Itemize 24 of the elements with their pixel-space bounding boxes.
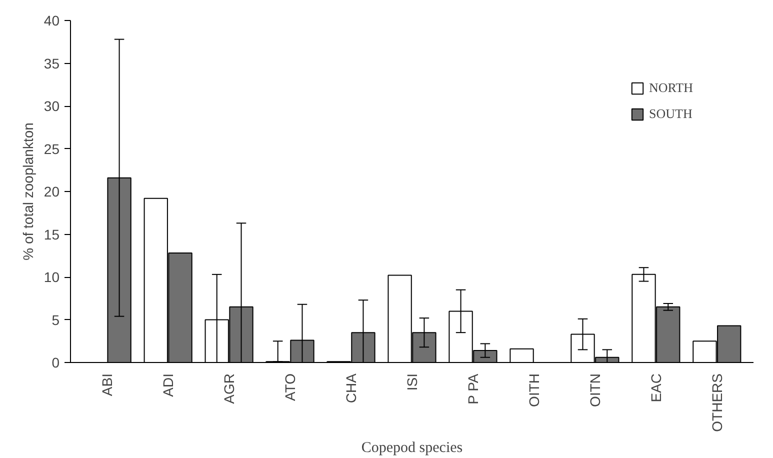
- x-tick-label: ISI: [404, 373, 420, 391]
- y-tick-label: 30: [44, 98, 60, 114]
- y-tick-label: 40: [44, 12, 60, 28]
- y-tick-label: 5: [52, 312, 60, 328]
- y-tick-label: 10: [44, 269, 60, 285]
- x-tick-label: OITN: [586, 373, 603, 407]
- legend-label: NORTH: [649, 80, 693, 96]
- x-tick-label: ADI: [160, 373, 176, 397]
- x-tick-label: EAC: [648, 373, 664, 402]
- x-tick-label: ABI: [99, 373, 116, 396]
- x-tick-label: ATO: [282, 373, 298, 401]
- y-tick-label: 25: [44, 140, 60, 157]
- x-axis-title: Copepod species: [361, 440, 463, 456]
- legend-label: SOUTH: [649, 106, 692, 122]
- y-tick-label: 35: [44, 55, 60, 72]
- x-tick-label: P PA: [464, 373, 481, 404]
- y-axis-title: % of total zooplankton: [20, 122, 36, 260]
- x-tick-label: CHA: [343, 372, 360, 404]
- y-tick-label: 20: [44, 184, 60, 200]
- x-tick-label: AGR: [221, 373, 238, 404]
- x-tick-label: OITH: [526, 373, 542, 407]
- y-tick-label: 15: [44, 226, 60, 242]
- y-tick-label: 0: [52, 354, 60, 370]
- x-tick-label: OTHERS: [708, 373, 725, 432]
